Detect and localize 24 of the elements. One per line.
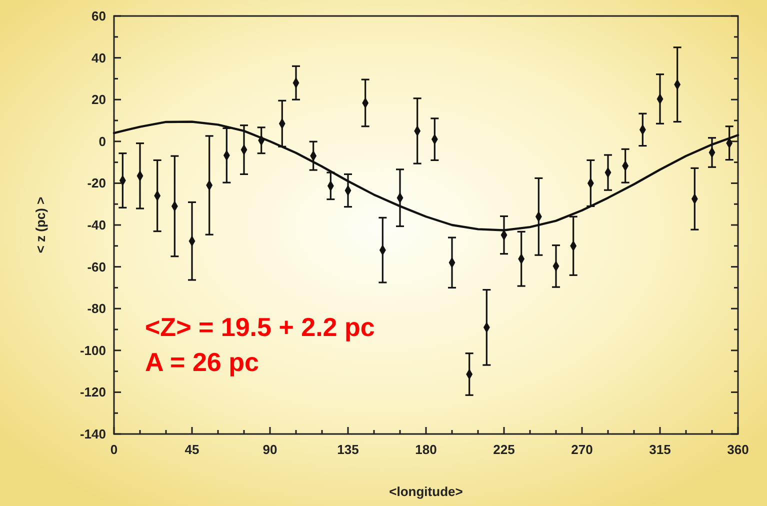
x-tick-label: 0 <box>110 442 118 457</box>
x-tick-label: 45 <box>184 442 200 457</box>
y-tick-label: -40 <box>87 218 106 232</box>
y-tick-label: -120 <box>80 384 106 400</box>
annotation: <Z> = 19.5 + 2.2 pc <box>145 312 375 342</box>
x-tick-label: 315 <box>649 442 671 457</box>
y-tick-label: -20 <box>87 176 106 191</box>
y-tick-label: -80 <box>87 301 106 316</box>
y-tick-label: -100 <box>80 342 106 358</box>
y-tick-label: -60 <box>87 259 106 274</box>
annotation: A = 26 pc <box>145 347 259 377</box>
x-tick-label: 225 <box>493 442 515 457</box>
x-tick-label: 180 <box>415 442 437 457</box>
x-tick-label: 90 <box>262 442 278 457</box>
x-tick-label: 360 <box>727 442 749 457</box>
y-tick-label: 40 <box>92 50 106 66</box>
x-tick-label: 270 <box>571 442 593 457</box>
x-tick-label: 135 <box>337 442 359 457</box>
y-axis-title: < z (pc) > <box>33 196 48 254</box>
y-tick-label: 20 <box>92 92 106 108</box>
y-tick-label: 0 <box>98 134 106 149</box>
y-tick-label: -140 <box>80 426 106 442</box>
x-axis-title: <longitude> <box>389 484 464 499</box>
y-tick-label: 60 <box>92 8 106 24</box>
